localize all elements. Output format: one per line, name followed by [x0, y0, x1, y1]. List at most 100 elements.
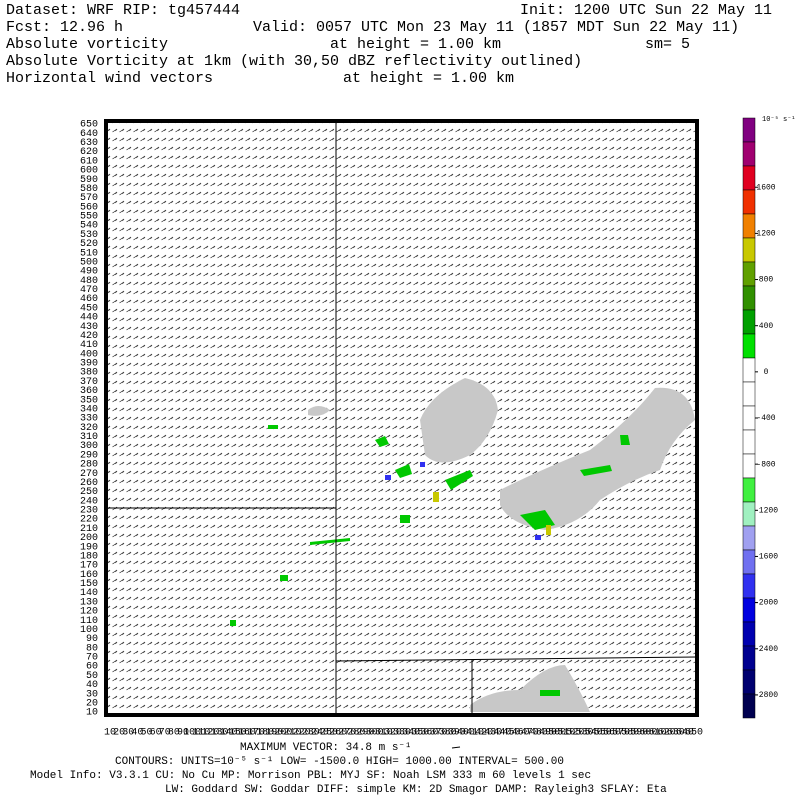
y-tick-label: 500: [80, 257, 98, 268]
y-tick-label: 480: [80, 276, 98, 287]
colorbar-label: -2800: [754, 691, 778, 700]
y-tick-label: 70: [86, 653, 98, 664]
x-tick-label: 570: [612, 728, 630, 739]
x-tick-label: 400: [457, 728, 475, 739]
x-tick-label: 490: [539, 728, 557, 739]
x-tick-label: 360: [420, 728, 438, 739]
y-tick-label: 570: [80, 193, 98, 204]
y-tick-label: 650: [80, 120, 98, 131]
valid: Valid: 0057 UTC Mon 23 May 11 (1857 MDT …: [253, 19, 739, 36]
x-tick-label: 160: [238, 728, 256, 739]
x-tick-label: 640: [676, 728, 694, 739]
x-tick-label: 410: [466, 728, 484, 739]
colorbar-label: 1200: [756, 229, 775, 238]
y-tick-label: 290: [80, 450, 98, 461]
x-tick-label: 610: [648, 728, 666, 739]
x-tick-label: 150: [229, 728, 247, 739]
colorbar-segment: [742, 141, 756, 167]
physics: LW: Goddard SW: Goddar DIFF: simple KM: …: [165, 784, 667, 796]
x-tick-label: 560: [603, 728, 621, 739]
colorbar-segment: [742, 453, 756, 479]
y-tick-label: 90: [86, 634, 98, 645]
x-tick-label: 510: [557, 728, 575, 739]
x-tick-label: 600: [639, 728, 657, 739]
y-tick-label: 280: [80, 460, 98, 471]
y-tick-label: 100: [80, 625, 98, 636]
y-tick-label: 360: [80, 386, 98, 397]
colorbar-label: -1600: [754, 553, 778, 562]
y-tick-label: 320: [80, 423, 98, 434]
x-tick-label: 130: [210, 728, 228, 739]
y-tick-label: 30: [86, 689, 98, 700]
y-tick-label: 430: [80, 322, 98, 333]
x-tick-label: 390: [448, 728, 466, 739]
x-tick-label: 270: [338, 728, 356, 739]
field2: Absolute Vorticity at 1km (with 30,50 dB…: [6, 53, 582, 70]
y-tick-label: 240: [80, 496, 98, 507]
x-tick-label: 230: [302, 728, 320, 739]
colorbar-segment: [742, 525, 756, 551]
x-tick-label: 450: [502, 728, 520, 739]
x-tick-label: 470: [521, 728, 539, 739]
colorbar-units: 10⁻⁵ s⁻¹: [762, 116, 796, 124]
wind-vectors: [106, 121, 697, 715]
x-tick-label: 500: [548, 728, 566, 739]
field3: Horizontal wind vectors: [6, 70, 213, 87]
x-tick-label: 110: [192, 728, 210, 739]
y-tick-label: 140: [80, 588, 98, 599]
y-tick-label: 530: [80, 230, 98, 241]
colorbar-segment: [742, 189, 756, 215]
x-tick-label: 340: [402, 728, 420, 739]
y-tick-label: 20: [86, 698, 98, 709]
negative-vorticity: [385, 462, 541, 540]
colorbar-segment: [742, 477, 756, 503]
colorbar-segment: [742, 165, 756, 191]
x-tick-label: 590: [630, 728, 648, 739]
y-tick-label: 520: [80, 239, 98, 250]
y-tick-label: 450: [80, 303, 98, 314]
x-tick-label: 250: [320, 728, 338, 739]
field1-height: at height = 1.00 km: [330, 36, 501, 53]
x-tick-label: 480: [530, 728, 548, 739]
x-tick-label: 380: [439, 728, 457, 739]
colorbar-label: 800: [759, 276, 774, 285]
y-tick-label: 260: [80, 478, 98, 489]
x-tick-label: 350: [411, 728, 429, 739]
x-tick-label: 220: [293, 728, 311, 739]
colorbar-segment: [742, 381, 756, 407]
field3-height: at height = 1.00 km: [343, 70, 514, 87]
x-tick-label: 300: [366, 728, 384, 739]
x-tick-label: 260: [329, 728, 347, 739]
x-tick-label: 70: [159, 728, 171, 739]
model-info: Model Info: V3.3.1 CU: No Cu MP: Morriso…: [30, 770, 591, 782]
x-tick-label: 190: [265, 728, 283, 739]
x-tick-label: 50: [140, 728, 152, 739]
max-vector-arrow: [451, 746, 461, 749]
x-tick-label: 90: [177, 728, 189, 739]
y-tick-label: 620: [80, 147, 98, 158]
colorbar-label: 400: [759, 322, 774, 331]
colorbar-segment: [742, 405, 756, 431]
x-tick-label: 200: [274, 728, 292, 739]
y-tick-label: 330: [80, 414, 98, 425]
dataset: Dataset: WRF RIP: tg457444: [6, 2, 240, 19]
x-tick-label: 170: [247, 728, 265, 739]
y-tick-label: 250: [80, 487, 98, 498]
x-tick-label: 290: [356, 728, 374, 739]
colorbar-label: -1200: [754, 506, 778, 515]
y-tick-label: 180: [80, 551, 98, 562]
x-tick-label: 330: [393, 728, 411, 739]
x-tick-label: 120: [201, 728, 219, 739]
colorbar-label: 1600: [756, 183, 775, 192]
colorbar-label: -2400: [754, 645, 778, 654]
x-tick-label: 60: [150, 728, 162, 739]
y-tick-label: 410: [80, 340, 98, 351]
y-tick-label: 550: [80, 212, 98, 223]
y-tick-label: 630: [80, 138, 98, 149]
y-tick-label: 60: [86, 662, 98, 673]
x-tick-label: 430: [484, 728, 502, 739]
y-tick-label: 510: [80, 248, 98, 259]
y-tick-label: 300: [80, 441, 98, 452]
colorbar-segment: [742, 573, 756, 599]
